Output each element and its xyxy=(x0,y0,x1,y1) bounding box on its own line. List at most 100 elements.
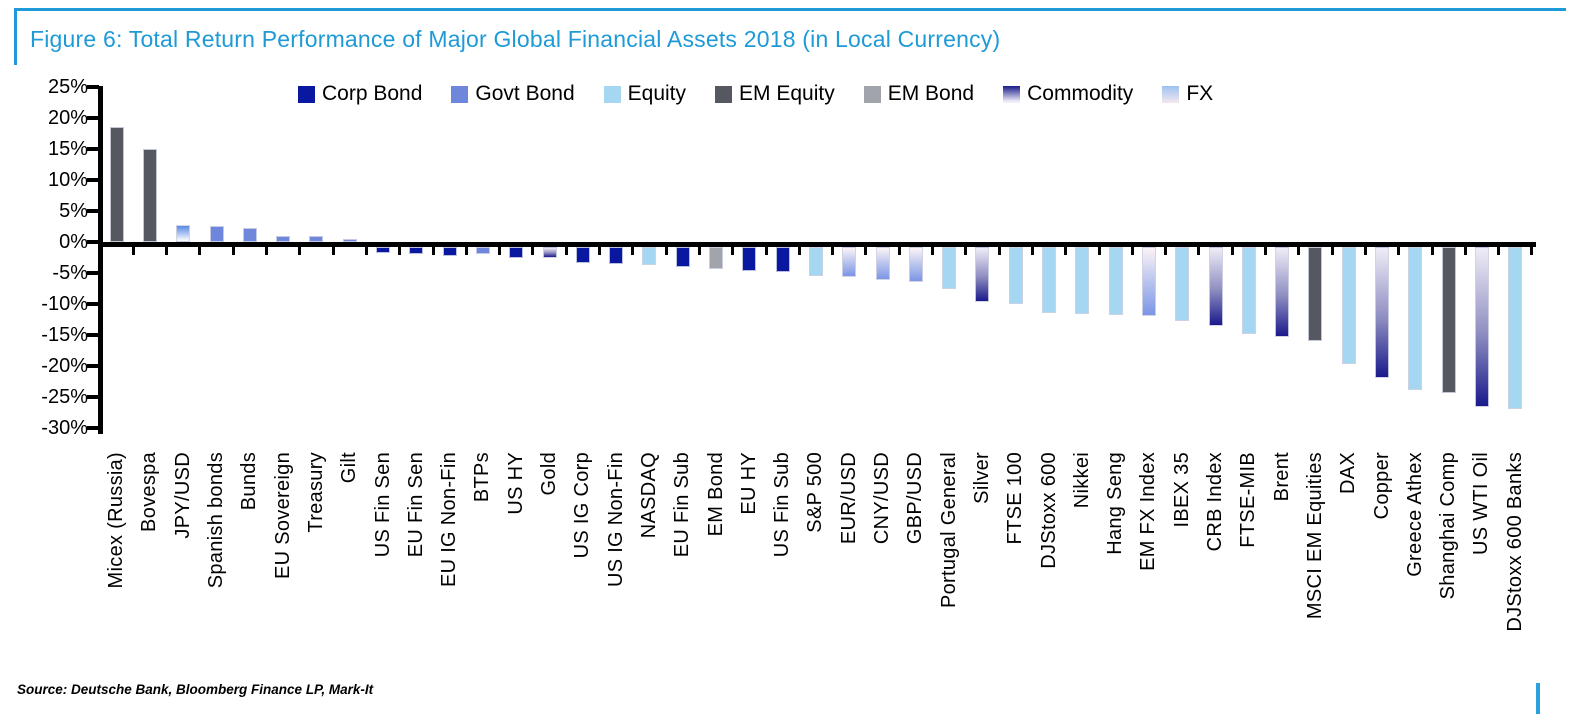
x-tick-mark xyxy=(198,247,202,255)
bar-greece-athex xyxy=(1408,247,1423,390)
x-category-label-wrap: EU IG Non-Fin xyxy=(433,452,466,587)
bar-eu-sovereign xyxy=(276,236,291,242)
x-tick-mark xyxy=(1330,247,1334,255)
x-category-label-wrap: Shanghai Comp xyxy=(1432,452,1465,599)
bar-gbp-usd xyxy=(908,247,923,282)
x-category-label-wrap: BTPs xyxy=(466,452,499,502)
legend-item-corp-bond: Corp Bond xyxy=(298,82,422,106)
x-tick-mark xyxy=(564,247,568,255)
x-category-label-greece-athex: Greece Athex xyxy=(1403,452,1426,577)
x-tick-mark xyxy=(1297,247,1301,255)
x-category-label-wrap: Brent xyxy=(1266,452,1299,501)
y-tick-mark xyxy=(87,147,99,151)
x-category-label-wrap: EU Fin Sub xyxy=(666,452,699,557)
y-tick-mark xyxy=(87,333,99,337)
x-category-label-wrap: Treasury xyxy=(300,452,333,533)
x-category-label-ibex-35: IBEX 35 xyxy=(1170,452,1193,528)
x-category-label-wrap: Hang Seng xyxy=(1099,452,1132,555)
y-tick-mark xyxy=(87,364,99,368)
y-tick-mark xyxy=(87,271,99,275)
y-tick-mark xyxy=(87,178,99,182)
x-category-label-wrap: US HY xyxy=(500,452,533,515)
legend-item-fx: FX xyxy=(1162,82,1213,106)
x-tick-mark xyxy=(931,247,934,255)
x-tick-mark xyxy=(1463,247,1467,255)
x-category-label-em-fx-index: EM FX Index xyxy=(1137,452,1160,571)
y-tick-label: 0% xyxy=(59,231,88,253)
x-category-label-wrap: EU Fin Sen xyxy=(400,452,433,557)
y-tick-mark xyxy=(87,85,99,89)
x-category-label-treasury: Treasury xyxy=(304,452,327,533)
x-category-label-eu-sovereign: EU Sovereign xyxy=(271,452,294,579)
legend-label: Corp Bond xyxy=(322,82,423,105)
bar-us-wti-oil xyxy=(1474,247,1489,407)
x-category-label-wrap: EUR/USD xyxy=(833,452,866,544)
bar-ftse-100 xyxy=(1008,247,1023,304)
source-note: Source: Deutsche Bank, Bloomberg Finance… xyxy=(17,682,374,697)
x-category-label-wrap: EU Sovereign xyxy=(267,452,300,579)
bar-treasury xyxy=(309,236,324,242)
bar-eur-usd xyxy=(842,247,857,277)
x-tick-mark xyxy=(331,247,335,255)
bar-s-p-500 xyxy=(808,247,823,276)
bar-gilt xyxy=(342,239,357,242)
x-tick-mark xyxy=(1363,247,1367,255)
legend-swatch-equity xyxy=(603,85,621,103)
x-category-label-us-wti-oil: US WTI Oil xyxy=(1470,452,1493,555)
x-category-label-micex-russia: Micex (Russia) xyxy=(105,452,128,589)
x-category-label-wrap: IBEX 35 xyxy=(1166,452,1199,527)
y-tick-label: 10% xyxy=(47,169,88,191)
x-tick-mark xyxy=(1064,247,1068,255)
y-tick-label: 15% xyxy=(47,138,88,160)
bar-ibex-35 xyxy=(1175,247,1190,321)
x-tick-mark xyxy=(1430,247,1434,255)
x-category-label-wrap: Bunds xyxy=(233,452,266,510)
x-category-label-wrap: FTSE 100 xyxy=(999,452,1032,544)
x-tick-mark xyxy=(1530,247,1534,255)
bar-jpy-usd xyxy=(176,225,191,242)
x-category-label-shanghai-comp: Shanghai Comp xyxy=(1437,452,1460,600)
legend-swatch-govt-bond xyxy=(451,85,469,103)
x-tick-mark xyxy=(1197,247,1201,255)
figure-title: Figure 6: Total Return Performance of Ma… xyxy=(30,26,1001,52)
bar-chart-canvas: Corp Bond Govt Bond Equity EM Equity EM Bond… xyxy=(0,70,1574,670)
bar-eu-hy xyxy=(742,247,757,271)
x-category-label-wrap: DAX xyxy=(1332,452,1365,494)
legend-swatch-commodity xyxy=(1003,85,1021,103)
legend-swatch-em-equity xyxy=(715,85,733,103)
x-tick-mark xyxy=(298,247,302,255)
x-category-label-bovespa: Bovespa xyxy=(138,452,161,532)
x-category-label-wrap: US WTI Oil xyxy=(1465,452,1498,555)
x-tick-mark xyxy=(165,247,169,255)
x-category-label-eu-fin-sub: EU Fin Sub xyxy=(671,452,694,558)
y-tick-mark xyxy=(87,395,99,399)
x-category-label-crb-index: CRB Index xyxy=(1204,452,1227,552)
bar-crb-index xyxy=(1208,247,1223,326)
legend-swatch-corp-bond xyxy=(298,85,315,103)
x-category-label-gbp-usd: GBP/USD xyxy=(904,452,927,545)
chart-legend: Corp Bond Govt Bond Equity EM Equity EM Bond… xyxy=(298,82,1213,106)
bar-portugal-general xyxy=(942,247,957,289)
x-tick-mark xyxy=(897,247,901,255)
legend-label: Govt Bond xyxy=(475,82,575,105)
x-category-label-wrap: Micex (Russia) xyxy=(100,452,133,588)
x-tick-mark xyxy=(364,247,368,255)
y-axis-line xyxy=(98,86,103,434)
bar-em-fx-index xyxy=(1141,247,1156,316)
bar-ftse-mib xyxy=(1241,247,1256,334)
x-category-label-eu-fin-sen: EU Fin Sen xyxy=(404,452,427,558)
x-tick-mark xyxy=(864,247,868,255)
bar-copper xyxy=(1375,247,1390,378)
y-tick-label: -10% xyxy=(41,293,88,315)
legend-label: FX xyxy=(1186,82,1214,105)
x-category-label-eur-usd: EUR/USD xyxy=(837,452,860,545)
x-category-label-eu-hy: EU HY xyxy=(737,452,760,515)
x-tick-mark xyxy=(464,247,468,255)
bar-silver xyxy=(975,247,990,302)
x-tick-mark xyxy=(1230,247,1234,255)
bar-em-bond xyxy=(709,247,724,269)
x-category-label-us-hy: US HY xyxy=(504,452,527,515)
x-category-label-wrap: Nikkei xyxy=(1066,452,1099,508)
x-category-label-us-ig-non-fin: US IG Non-Fin xyxy=(604,452,627,588)
x-category-label-wrap: MSCI EM Equities xyxy=(1299,452,1332,619)
